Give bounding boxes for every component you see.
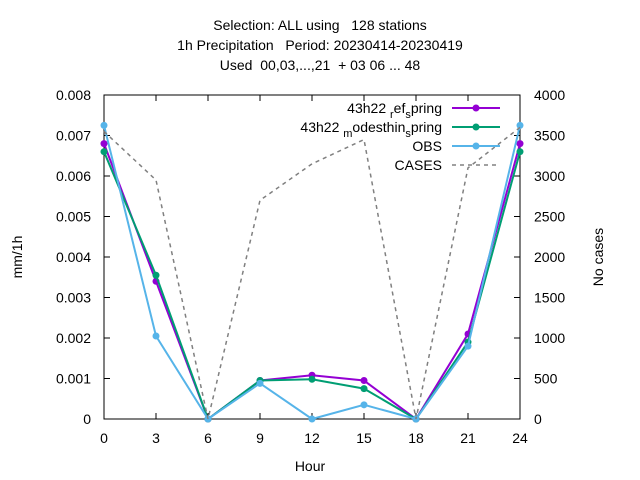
y-tick-label: 0.008 [56, 87, 91, 103]
y2-tick-label: 500 [534, 371, 558, 387]
data-point-2 [152, 332, 160, 340]
x-tick-label: 6 [204, 430, 212, 446]
y2-axis-label: No cases [590, 228, 606, 286]
y2-tick-label: 0 [534, 411, 542, 427]
chart-title-line-2: 1h Precipitation Period: 20230414-202304… [177, 37, 463, 53]
x-tick-label: 21 [460, 430, 476, 446]
data-point-2 [516, 121, 524, 129]
data-point-0 [100, 140, 108, 148]
x-tick-label: 3 [152, 430, 160, 446]
y-tick-label: 0.003 [56, 290, 91, 306]
x-tick-label: 18 [408, 430, 424, 446]
series-line-3 [103, 126, 521, 420]
data-point-0 [516, 140, 524, 148]
x-tick-label: 15 [356, 430, 372, 446]
x-tick-label: 24 [512, 430, 528, 446]
data-point-1 [152, 271, 160, 279]
x-tick-label: 0 [100, 430, 108, 446]
y-tick-label: 0 [83, 411, 91, 427]
data-point-1 [308, 375, 316, 383]
y2-tick-label: 1000 [534, 330, 565, 346]
x-axis-label: Hour [295, 458, 326, 474]
series-layer [100, 121, 524, 423]
y-tick-label: 0.006 [56, 168, 91, 184]
data-point-2 [100, 121, 108, 129]
y-axis-label: mm/1h [9, 236, 25, 279]
axis-ticks: 0 3 6 9 12 15 18 21 24 0 0.001 0.002 0.003 0.004 0.005… [56, 87, 565, 446]
legend-label: 43h22 refspring [347, 100, 442, 121]
chart-title-line-3: Used 00,03,...,21 + 03 06 ... 48 [219, 57, 421, 73]
y-tick-label: 0.002 [56, 330, 91, 346]
legend-marker [472, 123, 480, 131]
plot-frame [103, 94, 521, 420]
y-tick-label: 0.004 [56, 249, 91, 265]
data-point-2 [360, 401, 368, 409]
y-tick-label: 0.005 [56, 209, 91, 225]
y2-tick-label: 2500 [534, 209, 565, 225]
data-point-0 [360, 377, 368, 385]
data-point-1 [360, 385, 368, 393]
y2-tick-label: 4000 [534, 87, 565, 103]
data-point-2 [464, 342, 472, 350]
x-tick-label: 9 [256, 430, 264, 446]
data-point-2 [256, 379, 264, 387]
y2-tick-label: 2000 [534, 249, 565, 265]
y2-tick-label: 3000 [534, 168, 565, 184]
data-point-1 [100, 148, 108, 156]
legend-marker [472, 104, 480, 112]
legend-label: CASES [395, 157, 442, 173]
data-point-2 [308, 415, 316, 423]
y-tick-label: 0.001 [56, 371, 91, 387]
y2-tick-label: 1500 [534, 290, 565, 306]
y2-tick-label: 3500 [534, 128, 565, 144]
legend-label: 43h22 modesthinspring [300, 119, 442, 140]
y-tick-label: 0.007 [56, 128, 91, 144]
chart-title-line-1: Selection: ALL using 128 stations [213, 17, 427, 33]
legend-label: OBS [412, 138, 442, 154]
legend-marker [472, 142, 480, 150]
x-tick-label: 12 [304, 430, 320, 446]
data-point-1 [516, 148, 524, 156]
